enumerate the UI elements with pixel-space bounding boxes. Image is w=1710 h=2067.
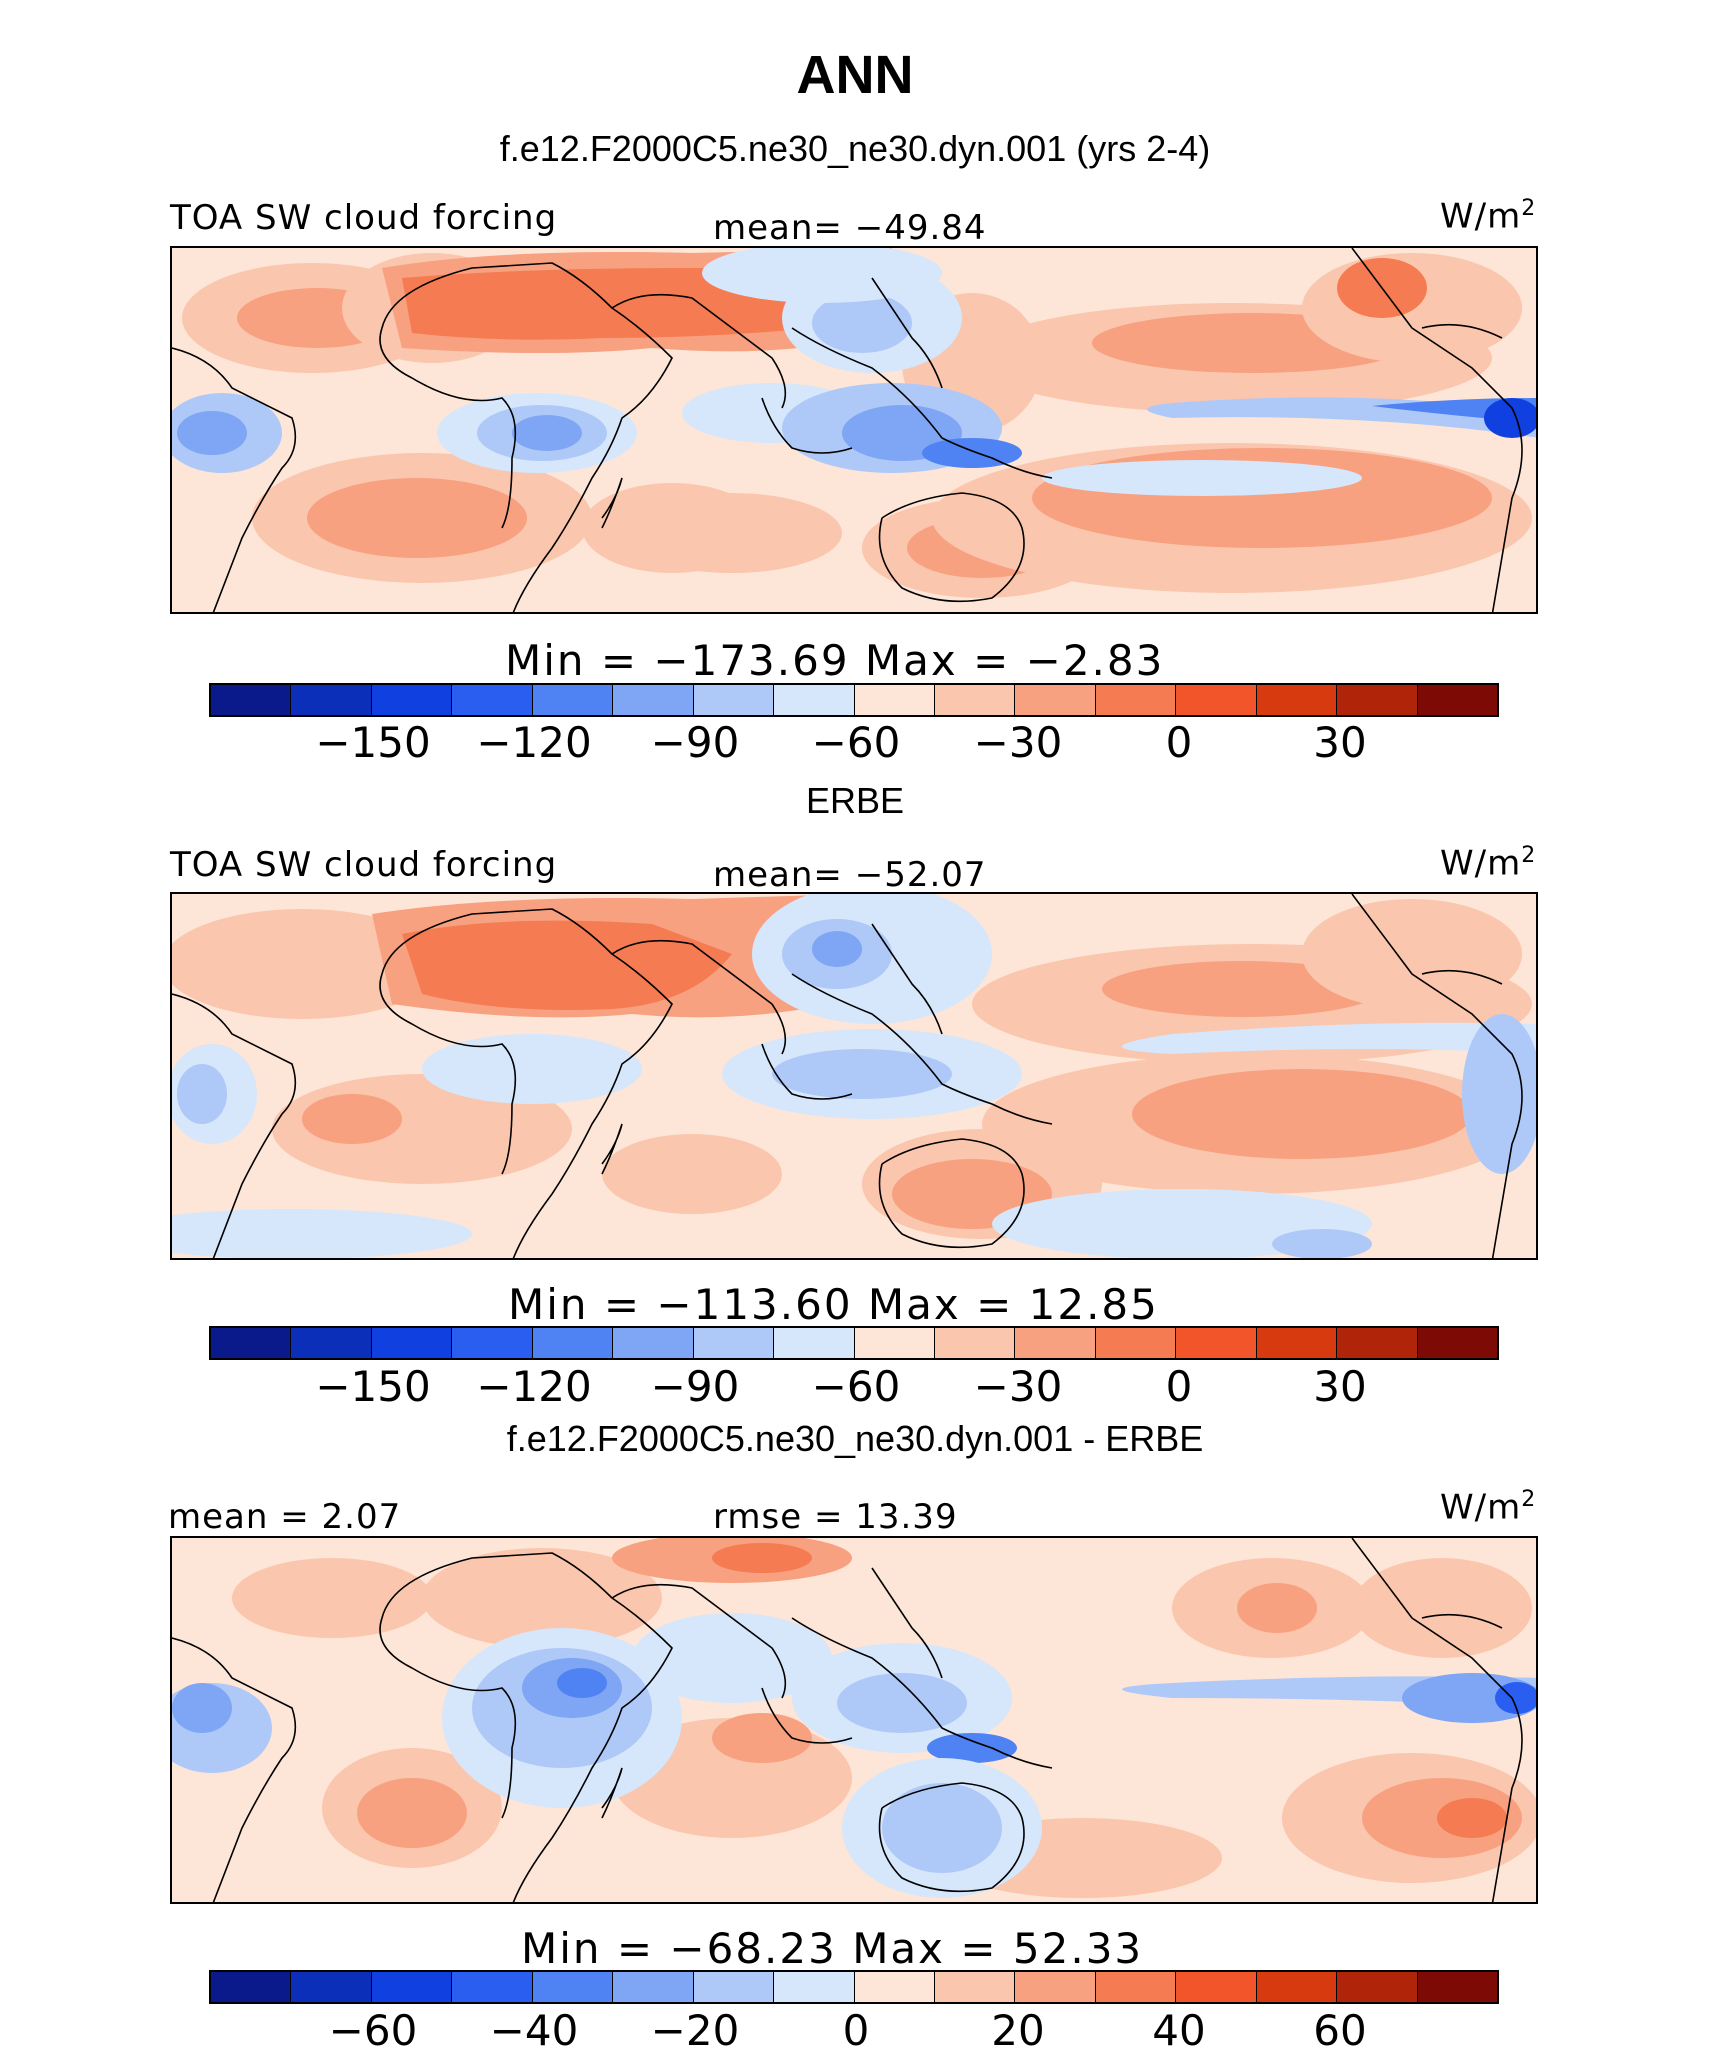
panel-1-tick: −60 — [811, 718, 901, 767]
panel-2-header: ERBE — [805, 780, 905, 821]
panel-1-units: W/m2 — [1440, 196, 1537, 237]
cbar-box — [1015, 1328, 1096, 1358]
cbar-box — [693, 1972, 775, 2002]
cbar-box — [452, 1972, 533, 2002]
panel-2-tick: −90 — [650, 1362, 740, 1411]
panel-1-minmax: Min = −173.69 Max = −2.83 — [505, 636, 1165, 685]
panel-1-field — [172, 248, 1536, 612]
panel-3-field — [172, 1538, 1536, 1902]
panel-3-colorbar — [209, 1970, 1499, 2004]
cbar-box — [1417, 1328, 1497, 1358]
panel-1-header: f.e12.F2000C5.ne30_ne30.dyn.001 (yrs 2-4… — [499, 128, 1211, 169]
cbar-box — [774, 685, 855, 715]
panel-2-tick: −60 — [811, 1362, 901, 1411]
cbar-box — [1095, 685, 1177, 715]
figure-title: ANN — [796, 45, 914, 105]
cbar-box — [854, 685, 935, 715]
panel-2-minmax: Min = −113.60 Max = 12.85 — [508, 1280, 1159, 1329]
panel-2-tick: −150 — [315, 1362, 431, 1411]
cbar-box — [532, 685, 614, 715]
cbar-box — [613, 1972, 694, 2002]
panel-2-units: W/m2 — [1440, 843, 1537, 884]
panel-1-tick: −90 — [650, 718, 740, 767]
cbar-box — [291, 1328, 372, 1358]
cbar-box — [532, 1328, 614, 1358]
cbar-box — [1015, 685, 1096, 715]
panel-3-tick: −40 — [489, 2006, 579, 2055]
panel-1-tick: −30 — [973, 718, 1063, 767]
panel-3-tick: 0 — [842, 2006, 870, 2055]
cbar-box — [1256, 1972, 1338, 2002]
panel-2-tick: 0 — [1165, 1362, 1193, 1411]
cbar-box — [934, 1328, 1016, 1358]
panel-2-variable-label: TOA SW cloud forcing — [170, 845, 558, 885]
cbar-box — [934, 1972, 1016, 2002]
panel-3-map — [170, 1536, 1538, 1904]
cbar-box — [613, 685, 694, 715]
panel-1-tick: 30 — [1313, 718, 1367, 767]
cbar-box — [1337, 1972, 1418, 2002]
panel-3-minmax: Min = −68.23 Max = 52.33 — [521, 1924, 1144, 1973]
cbar-box — [291, 1972, 372, 2002]
cbar-box — [1337, 685, 1418, 715]
panel-2-field — [172, 894, 1536, 1258]
panel-2-tick: 30 — [1313, 1362, 1367, 1411]
cbar-box — [1176, 685, 1257, 715]
panel-1-tick: −150 — [315, 718, 431, 767]
cbar-box — [1337, 1328, 1418, 1358]
cbar-box — [854, 1328, 935, 1358]
cbar-box — [291, 685, 372, 715]
cbar-box — [371, 1328, 453, 1358]
cbar-box — [532, 1972, 614, 2002]
cbar-box — [211, 1972, 292, 2002]
panel-2-mean-label: mean= −52.07 — [713, 855, 987, 895]
cbar-box — [211, 685, 292, 715]
cbar-box — [1417, 685, 1497, 715]
panel-2-map — [170, 892, 1538, 1260]
panel-1-mean-label: mean= −49.84 — [713, 208, 987, 248]
panel-3-units: W/m2 — [1440, 1487, 1537, 1528]
panel-3-tick: −20 — [650, 2006, 740, 2055]
panel-3-tick: 20 — [991, 2006, 1045, 2055]
cbar-box — [1095, 1972, 1177, 2002]
cbar-box — [613, 1328, 694, 1358]
cbar-box — [1095, 1328, 1177, 1358]
cbar-box — [1256, 685, 1338, 715]
panel-1-variable-label: TOA SW cloud forcing — [170, 198, 558, 238]
cbar-box — [693, 685, 775, 715]
cbar-box — [1417, 1972, 1497, 2002]
panel-3-header: f.e12.F2000C5.ne30_ne30.dyn.001 - ERBE — [506, 1418, 1204, 1459]
cbar-box — [1176, 1328, 1257, 1358]
cbar-box — [452, 1328, 533, 1358]
panel-1-tick: 0 — [1165, 718, 1193, 767]
cbar-box — [693, 1328, 775, 1358]
cbar-box — [1256, 1328, 1338, 1358]
cbar-box — [211, 1328, 292, 1358]
cbar-box — [371, 1972, 453, 2002]
cbar-box — [774, 1972, 855, 2002]
cbar-box — [1015, 1972, 1096, 2002]
cbar-box — [934, 685, 1016, 715]
cbar-box — [452, 685, 533, 715]
panel-2-colorbar — [209, 1326, 1499, 1360]
panel-3-mean-label: mean = 2.07 — [168, 1497, 402, 1537]
cbar-box — [1176, 1972, 1257, 2002]
panel-1-colorbar — [209, 683, 1499, 717]
panel-3-tick: 40 — [1152, 2006, 1206, 2055]
cbar-box — [854, 1972, 935, 2002]
cbar-box — [371, 685, 453, 715]
panel-1-tick: −120 — [476, 718, 592, 767]
panel-2-tick: −30 — [973, 1362, 1063, 1411]
cbar-box — [774, 1328, 855, 1358]
panel-1-map — [170, 246, 1538, 614]
panel-3-tick: −60 — [328, 2006, 418, 2055]
panel-3-tick: 60 — [1313, 2006, 1367, 2055]
panel-3-rmse-label: rmse = 13.39 — [713, 1497, 958, 1537]
panel-2-tick: −120 — [476, 1362, 592, 1411]
